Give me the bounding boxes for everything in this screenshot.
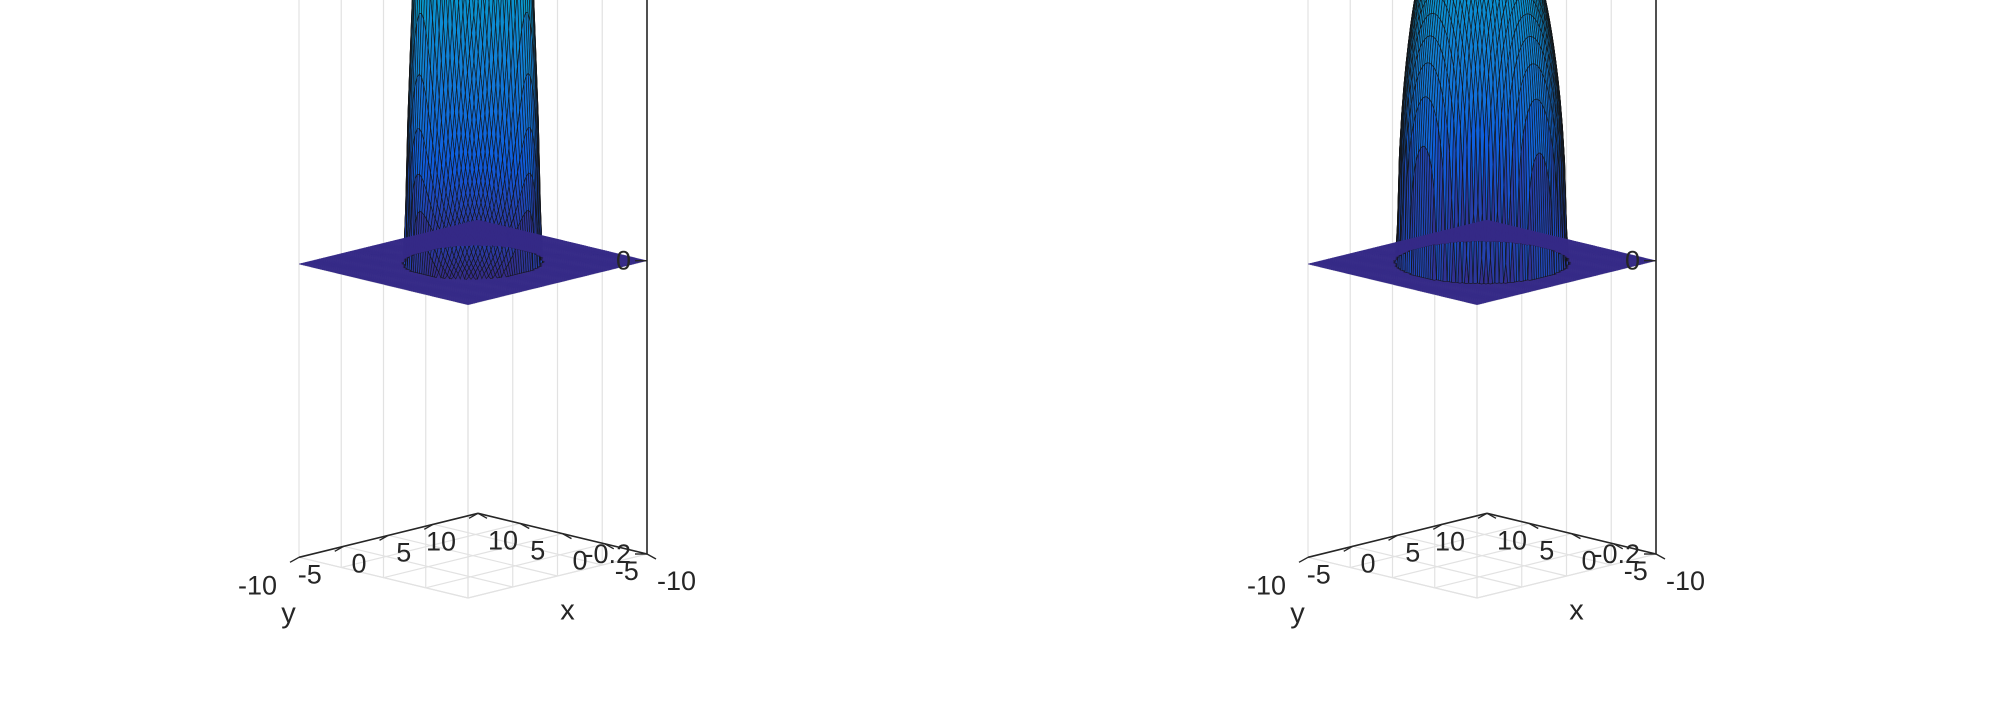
- surface-mesh: [298, 0, 648, 305]
- y-tick-label: 5: [1405, 537, 1420, 567]
- y-tick-label: -5: [298, 559, 322, 589]
- z-tick-label: -0.2: [1593, 539, 1640, 569]
- x-axis-label: x: [1569, 595, 1584, 627]
- y-tick-mark: [334, 545, 345, 552]
- x-tick-mark: [477, 512, 488, 519]
- y-tick-label: -10: [1247, 570, 1286, 600]
- y-tick-mark: [1388, 534, 1398, 541]
- x-tick-mark: [646, 553, 657, 560]
- y-tick-label: 5: [396, 537, 411, 567]
- x-tick-mark: [562, 533, 572, 540]
- y-axis-label: y: [281, 597, 296, 629]
- x-tick-label: 10: [1497, 525, 1527, 555]
- y-tick-label: 10: [426, 526, 456, 556]
- x-tick-label: 0: [573, 546, 588, 576]
- x-axis-label: x: [560, 595, 575, 627]
- x-tick-label: 5: [530, 535, 545, 565]
- z-tick-label: 0: [616, 246, 631, 276]
- x-tick-mark: [1528, 522, 1539, 530]
- x-tick-mark: [604, 543, 615, 550]
- x-tick-mark: [1571, 533, 1581, 540]
- y-tick-label: -5: [1307, 559, 1331, 589]
- x-tick-label: -5: [615, 556, 639, 586]
- y-tick-label: 0: [351, 548, 366, 578]
- y-tick-label: -10: [238, 570, 277, 600]
- y-tick-mark: [1343, 545, 1354, 552]
- y-axis-label: y: [1290, 597, 1305, 629]
- y-tick-label: 10: [1435, 526, 1465, 556]
- y-tick-mark: [379, 534, 389, 541]
- x-tick-mark: [1486, 512, 1497, 519]
- x-tick-mark: [519, 522, 530, 530]
- y-tick-mark: [289, 556, 300, 563]
- y-tick-mark: [423, 523, 434, 530]
- x-tick-label: 0: [1582, 546, 1597, 576]
- x-tick-label: 10: [488, 525, 518, 555]
- x-tick-mark: [1655, 553, 1666, 560]
- x-tick-label: -10: [657, 566, 696, 596]
- y-tick-mark: [1298, 556, 1309, 563]
- x-tick-label: -10: [1666, 566, 1705, 596]
- y-tick-mark: [468, 512, 479, 519]
- x-tick-label: -5: [1624, 556, 1648, 586]
- z-tick-label: -0.2: [584, 539, 631, 569]
- y-tick-mark: [1432, 523, 1443, 530]
- z-tick-label: 0: [1625, 246, 1640, 276]
- surface-mesh: [1307, 0, 1657, 305]
- x-tick-label: 5: [1539, 535, 1554, 565]
- y-tick-mark: [1477, 512, 1488, 519]
- y-tick-label: 0: [1360, 548, 1375, 578]
- x-tick-mark: [1613, 543, 1624, 550]
